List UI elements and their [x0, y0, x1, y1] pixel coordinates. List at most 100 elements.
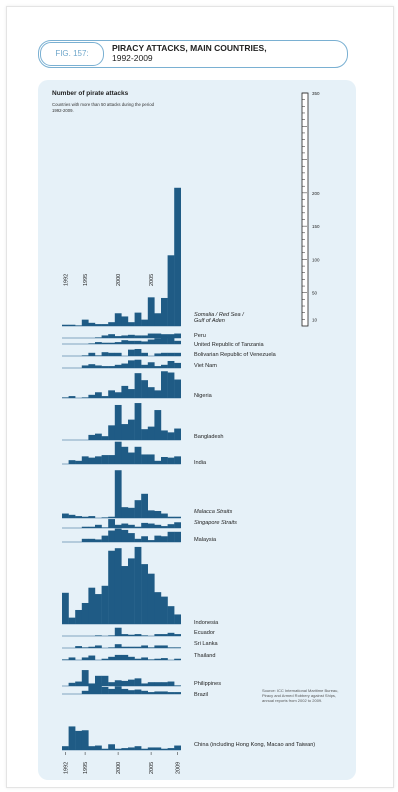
bar-2-2005	[147, 339, 155, 344]
bar-11-2002	[128, 558, 135, 624]
bar-1-2004	[141, 335, 148, 338]
bar-15-2004	[141, 683, 148, 686]
bar-17-2002	[128, 747, 135, 750]
series-label: Somalia / Red Sea / Gulf of Aden	[194, 312, 245, 324]
bar-6-1999	[108, 425, 115, 440]
title-line-2: 1992-2009	[112, 53, 153, 63]
bar-14-2004	[141, 657, 148, 660]
bar-0-2007	[161, 297, 168, 326]
bottom-year-tick: 1992	[63, 762, 69, 774]
bar-7-1995	[81, 456, 89, 464]
bar-15-1998	[101, 675, 109, 686]
bar-16-2005	[147, 692, 155, 694]
bar-16-2003	[134, 689, 142, 694]
bar-5-2002	[128, 389, 135, 398]
bar-8-1999	[108, 516, 115, 518]
bar-10-2008	[167, 531, 175, 542]
bar-6-2001	[121, 424, 129, 440]
bar-8-2007	[161, 513, 168, 518]
bar-2-2000	[114, 342, 122, 344]
bar-10-2007	[161, 536, 168, 542]
bar-7-2002	[128, 452, 135, 464]
bar-9-2006	[154, 524, 162, 528]
bar-13-1995	[81, 647, 89, 648]
bar-14-2000	[114, 654, 122, 660]
bar-3-2009	[174, 352, 181, 356]
bar-17-2007	[161, 748, 168, 750]
bar-7-2005	[147, 454, 155, 464]
bar-2-2008	[167, 335, 175, 344]
bar-16-2000	[114, 686, 122, 694]
bar-16-2004	[141, 690, 148, 694]
bar-10-2002	[128, 533, 135, 542]
bar-5-2001	[121, 385, 129, 398]
bar-0-1992	[62, 324, 69, 326]
bar-13-2002	[128, 646, 135, 648]
bar-17-1995	[81, 730, 89, 750]
bar-5-2005	[147, 387, 155, 398]
bar-3-1997	[95, 355, 102, 356]
bar-11-1996	[88, 587, 96, 624]
bar-10-1995	[81, 538, 89, 542]
bar-17-1992	[62, 746, 69, 750]
bar-8-2006	[154, 510, 162, 518]
bar-6-2000	[114, 404, 122, 440]
bar-11-2004	[141, 564, 148, 624]
bar-1-2009	[174, 333, 181, 338]
bar-12-2000	[114, 627, 122, 636]
bar-10-2001	[121, 529, 129, 542]
bar-10-1997	[95, 539, 102, 542]
bar-9-1996	[88, 526, 96, 528]
bar-8-2004	[141, 493, 148, 518]
bar-16-1996	[88, 684, 96, 694]
bar-15-2002	[128, 679, 135, 686]
bar-7-1997	[95, 456, 102, 464]
bar-8-2009	[174, 516, 181, 518]
series-label: China (including Hong Kong, Macao and Ta…	[194, 742, 315, 748]
bar-10-1998	[101, 535, 109, 542]
bar-12-2006	[154, 634, 162, 636]
bar-14-2009	[174, 658, 181, 660]
bar-14-2006	[154, 658, 162, 660]
bar-0-2004	[141, 319, 148, 326]
bar-12-2009	[174, 634, 181, 636]
bar-12-2008	[167, 632, 175, 636]
bar-3-2004	[141, 352, 148, 356]
bar-7-2001	[121, 446, 129, 464]
bar-16-2002	[128, 690, 135, 694]
bar-9-2002	[128, 524, 135, 528]
top-year-tick: 2005	[149, 274, 155, 286]
scale-tick-label: 100	[312, 257, 320, 262]
bar-9-2009	[174, 522, 181, 528]
bar-9-2001	[121, 523, 129, 528]
bar-0-2009	[174, 187, 181, 326]
bar-17-1996	[88, 746, 96, 750]
bar-3-2007	[161, 352, 168, 356]
bar-16-1999	[108, 688, 115, 694]
bar-7-2009	[174, 456, 181, 464]
bar-0-2003	[134, 312, 142, 326]
bar-3-1998	[101, 352, 109, 356]
bar-17-2006	[154, 747, 162, 750]
bar-6-2009	[174, 428, 181, 440]
bar-9-1998	[101, 527, 109, 528]
bar-1-2007	[161, 334, 168, 338]
bar-14-2002	[128, 656, 135, 660]
bar-15-1995	[81, 670, 89, 686]
bar-14-1995	[81, 657, 89, 660]
bar-16-1995	[81, 690, 89, 694]
bar-13-2000	[114, 644, 122, 648]
bar-5-2004	[141, 380, 148, 398]
bar-3-2008	[167, 352, 175, 356]
bar-0-1993	[68, 324, 76, 326]
bar-0-2006	[154, 313, 162, 326]
bar-5-1998	[101, 396, 109, 398]
series-label: Viet Nam	[194, 363, 217, 369]
bar-16-2007	[161, 691, 168, 694]
bar-4-1995	[81, 365, 89, 368]
bar-7-1998	[101, 455, 109, 464]
bar-14-1992	[62, 659, 69, 660]
bar-11-2008	[167, 606, 175, 624]
bar-16-1998	[101, 686, 109, 694]
bar-6-2007	[161, 430, 168, 440]
